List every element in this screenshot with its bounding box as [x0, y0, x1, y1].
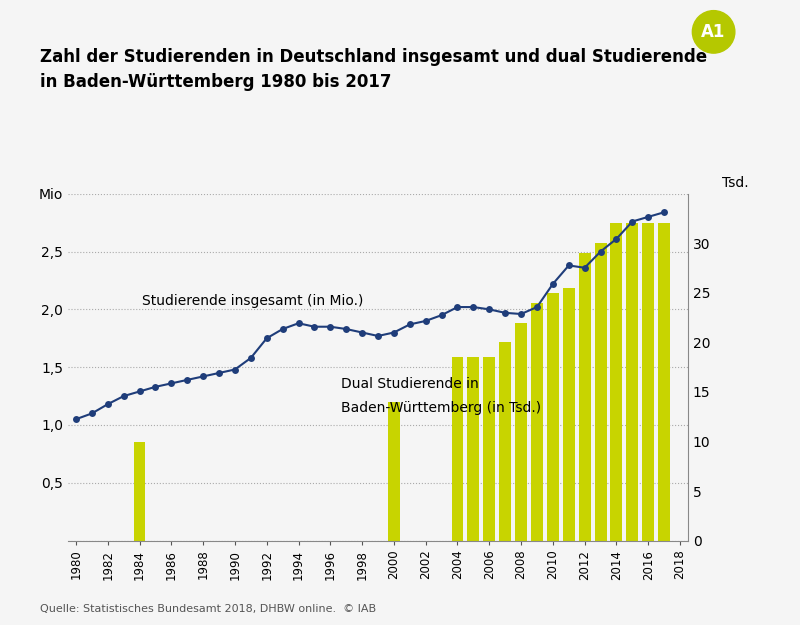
Bar — [578, 253, 590, 541]
Bar — [547, 293, 559, 541]
Bar — [483, 357, 495, 541]
Bar — [467, 357, 479, 541]
Bar — [134, 441, 146, 541]
Text: Dual Studierende in: Dual Studierende in — [341, 377, 478, 391]
Bar — [658, 224, 670, 541]
Text: Tsd.: Tsd. — [722, 176, 749, 190]
Bar — [515, 322, 527, 541]
Bar — [499, 342, 511, 541]
Bar — [388, 402, 400, 541]
Bar — [626, 224, 638, 541]
Bar — [451, 357, 463, 541]
Text: Quelle: Statistisches Bundesamt 2018, DHBW online.  © IAB: Quelle: Statistisches Bundesamt 2018, DH… — [40, 604, 376, 614]
Circle shape — [692, 11, 735, 53]
Text: Baden-Württemberg (in Tsd.): Baden-Württemberg (in Tsd.) — [341, 401, 541, 415]
Bar — [531, 302, 543, 541]
Text: A1: A1 — [702, 23, 726, 41]
Bar — [642, 224, 654, 541]
Bar — [610, 224, 622, 541]
Text: in Baden-Württemberg 1980 bis 2017: in Baden-Württemberg 1980 bis 2017 — [40, 72, 391, 91]
Bar — [563, 288, 574, 541]
Bar — [594, 243, 606, 541]
Text: Zahl der Studierenden in Deutschland insgesamt und dual Studierende: Zahl der Studierenden in Deutschland ins… — [40, 48, 707, 66]
Text: Studierende insgesamt (in Mio.): Studierende insgesamt (in Mio.) — [142, 294, 364, 308]
